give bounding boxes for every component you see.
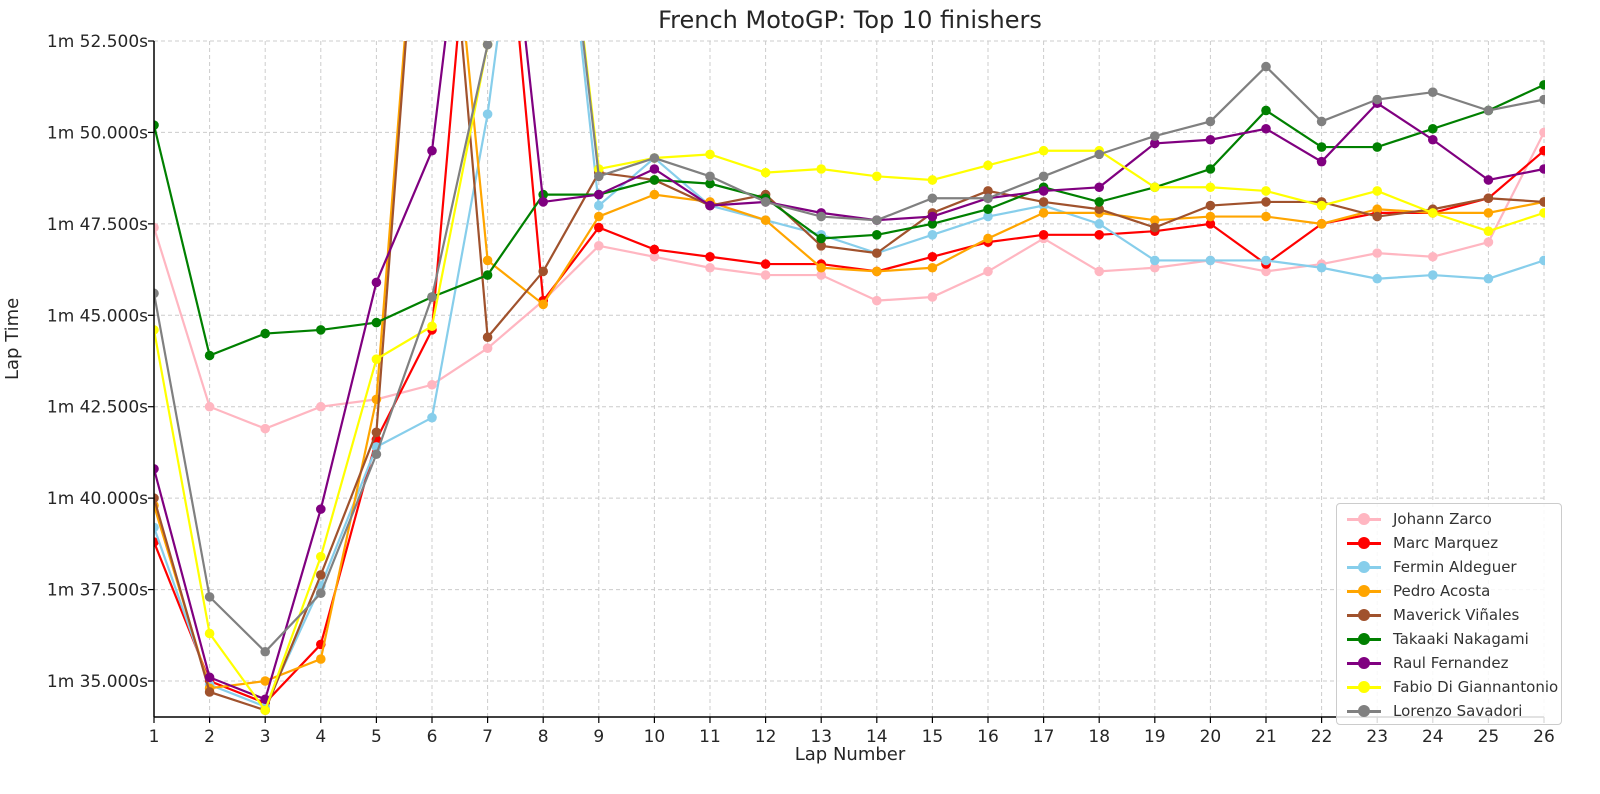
svg-text:4: 4 [315,727,326,747]
legend-label: Pedro Acosta [1393,582,1491,600]
legend-marker-icon [1347,608,1381,622]
svg-text:1m 35.000s: 1m 35.000s [47,672,148,692]
svg-text:26: 26 [1533,727,1555,747]
legend-marker-icon [1347,584,1381,598]
legend-item: Raul Fernandez [1347,651,1561,675]
legend-label: Raul Fernandez [1393,654,1509,672]
svg-text:1m 42.500s: 1m 42.500s [47,398,148,418]
legend-marker-icon [1347,680,1381,694]
svg-text:1m 52.500s: 1m 52.500s [47,32,148,52]
svg-text:22: 22 [1311,727,1333,747]
legend-label: Fermin Aldeguer [1393,558,1517,576]
svg-text:19: 19 [1144,727,1166,747]
legend-item: Pedro Acosta [1347,579,1561,603]
legend-marker-icon [1347,512,1381,526]
svg-text:8: 8 [538,727,549,747]
legend-item: Marc Marquez [1347,531,1561,555]
svg-text:23: 23 [1366,727,1388,747]
svg-text:10: 10 [644,727,666,747]
legend-item: Johann Zarco [1347,507,1561,531]
svg-text:3: 3 [260,727,271,747]
legend-item: Fermin Aldeguer [1347,555,1561,579]
svg-text:18: 18 [1088,727,1110,747]
legend-marker-icon [1347,536,1381,550]
svg-text:1m 50.000s: 1m 50.000s [47,123,148,143]
svg-text:2: 2 [204,727,215,747]
svg-text:9: 9 [593,727,604,747]
legend-marker-icon [1347,656,1381,670]
legend-marker-icon [1347,632,1381,646]
legend: Johann Zarco Marc Marquez Fermin Aldeguer P… [1336,503,1562,725]
svg-text:12: 12 [755,727,777,747]
svg-text:25: 25 [1478,727,1500,747]
legend-label: Takaaki Nakagami [1393,630,1529,648]
chart-title: French MotoGP: Top 10 finishers [658,6,1042,34]
svg-text:11: 11 [699,727,721,747]
svg-text:1: 1 [149,727,160,747]
svg-text:1m 37.500s: 1m 37.500s [47,581,148,601]
legend-label: Fabio Di Giannantonio [1393,678,1559,696]
svg-text:6: 6 [427,727,438,747]
svg-text:17: 17 [1033,727,1055,747]
legend-marker-icon [1347,704,1381,718]
legend-label: Johann Zarco [1393,510,1492,528]
svg-text:13: 13 [810,727,832,747]
x-axis-label: Lap Number [794,744,906,765]
svg-text:21: 21 [1255,727,1277,747]
series-lines [154,41,1545,716]
svg-text:15: 15 [922,727,944,747]
svg-text:7: 7 [482,727,493,747]
svg-text:20: 20 [1200,727,1222,747]
legend-label: Lorenzo Savadori [1393,702,1523,720]
legend-label: Marc Marquez [1393,534,1499,552]
svg-text:5: 5 [371,727,382,747]
legend-label: Maverick Viñales [1393,606,1520,624]
legend-item: Fabio Di Giannantonio [1347,675,1561,699]
svg-text:24: 24 [1422,727,1444,747]
axes: 1 2 3 4 5 6 7 8 9 10 11 12 13 14 15 16 17 18 19 20 21 22 23 24 2… [47,32,1555,747]
svg-text:14: 14 [866,727,888,747]
legend-item: Takaaki Nakagami [1347,627,1561,651]
svg-text:1m 45.000s: 1m 45.000s [47,306,148,326]
legend-item: Lorenzo Savadori [1347,699,1561,723]
legend-item: Maverick Viñales [1347,603,1561,627]
svg-text:1m 47.500s: 1m 47.500s [47,215,148,235]
svg-text:1m 40.000s: 1m 40.000s [47,489,148,509]
svg-text:16: 16 [977,727,999,747]
legend-marker-icon [1347,560,1381,574]
